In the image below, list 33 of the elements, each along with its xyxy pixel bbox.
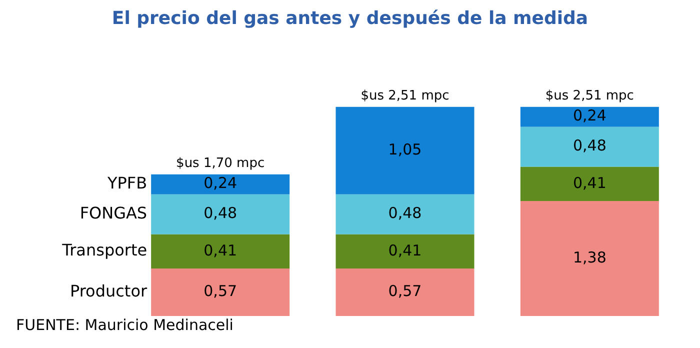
data-label: 0,41 [572, 174, 606, 192]
bar [151, 234, 290, 268]
series-label: FONGAS [80, 203, 148, 222]
data-label: 0,48 [204, 204, 238, 222]
bar [336, 234, 474, 268]
data-label: 0,24 [572, 106, 606, 125]
bar [151, 174, 290, 194]
data-label: 1,38 [572, 248, 606, 266]
data-label: 1,05 [388, 140, 422, 158]
data-label: 0,24 [204, 174, 238, 192]
bar [151, 194, 290, 234]
bar [520, 126, 659, 167]
series-label: Productor [70, 281, 148, 300]
bar [336, 268, 474, 316]
total-label: $us 2,51 mpc [545, 88, 634, 104]
data-label: 0,48 [388, 204, 422, 222]
series-label: YPFB [106, 173, 148, 192]
data-label: 0,57 [204, 282, 238, 300]
bar [336, 106, 474, 194]
data-label: 0,57 [388, 282, 422, 300]
bar [520, 106, 659, 127]
chart-title: El precio del gas antes y después de la medida [110, 8, 590, 31]
bar [151, 268, 290, 316]
series-label: Transporte [61, 240, 148, 260]
data-label: 0,41 [388, 241, 422, 260]
data-label: 0,48 [572, 136, 606, 155]
data-label: 0,41 [204, 241, 238, 260]
bar [336, 194, 474, 234]
bar [520, 166, 659, 201]
bar [520, 201, 659, 316]
annotation: FUENTE: Mauricio Medinaceli [15, 316, 234, 334]
total-label: $us 1,70 mpc [176, 156, 265, 172]
total-label: $us 2,51 mpc [360, 88, 450, 104]
